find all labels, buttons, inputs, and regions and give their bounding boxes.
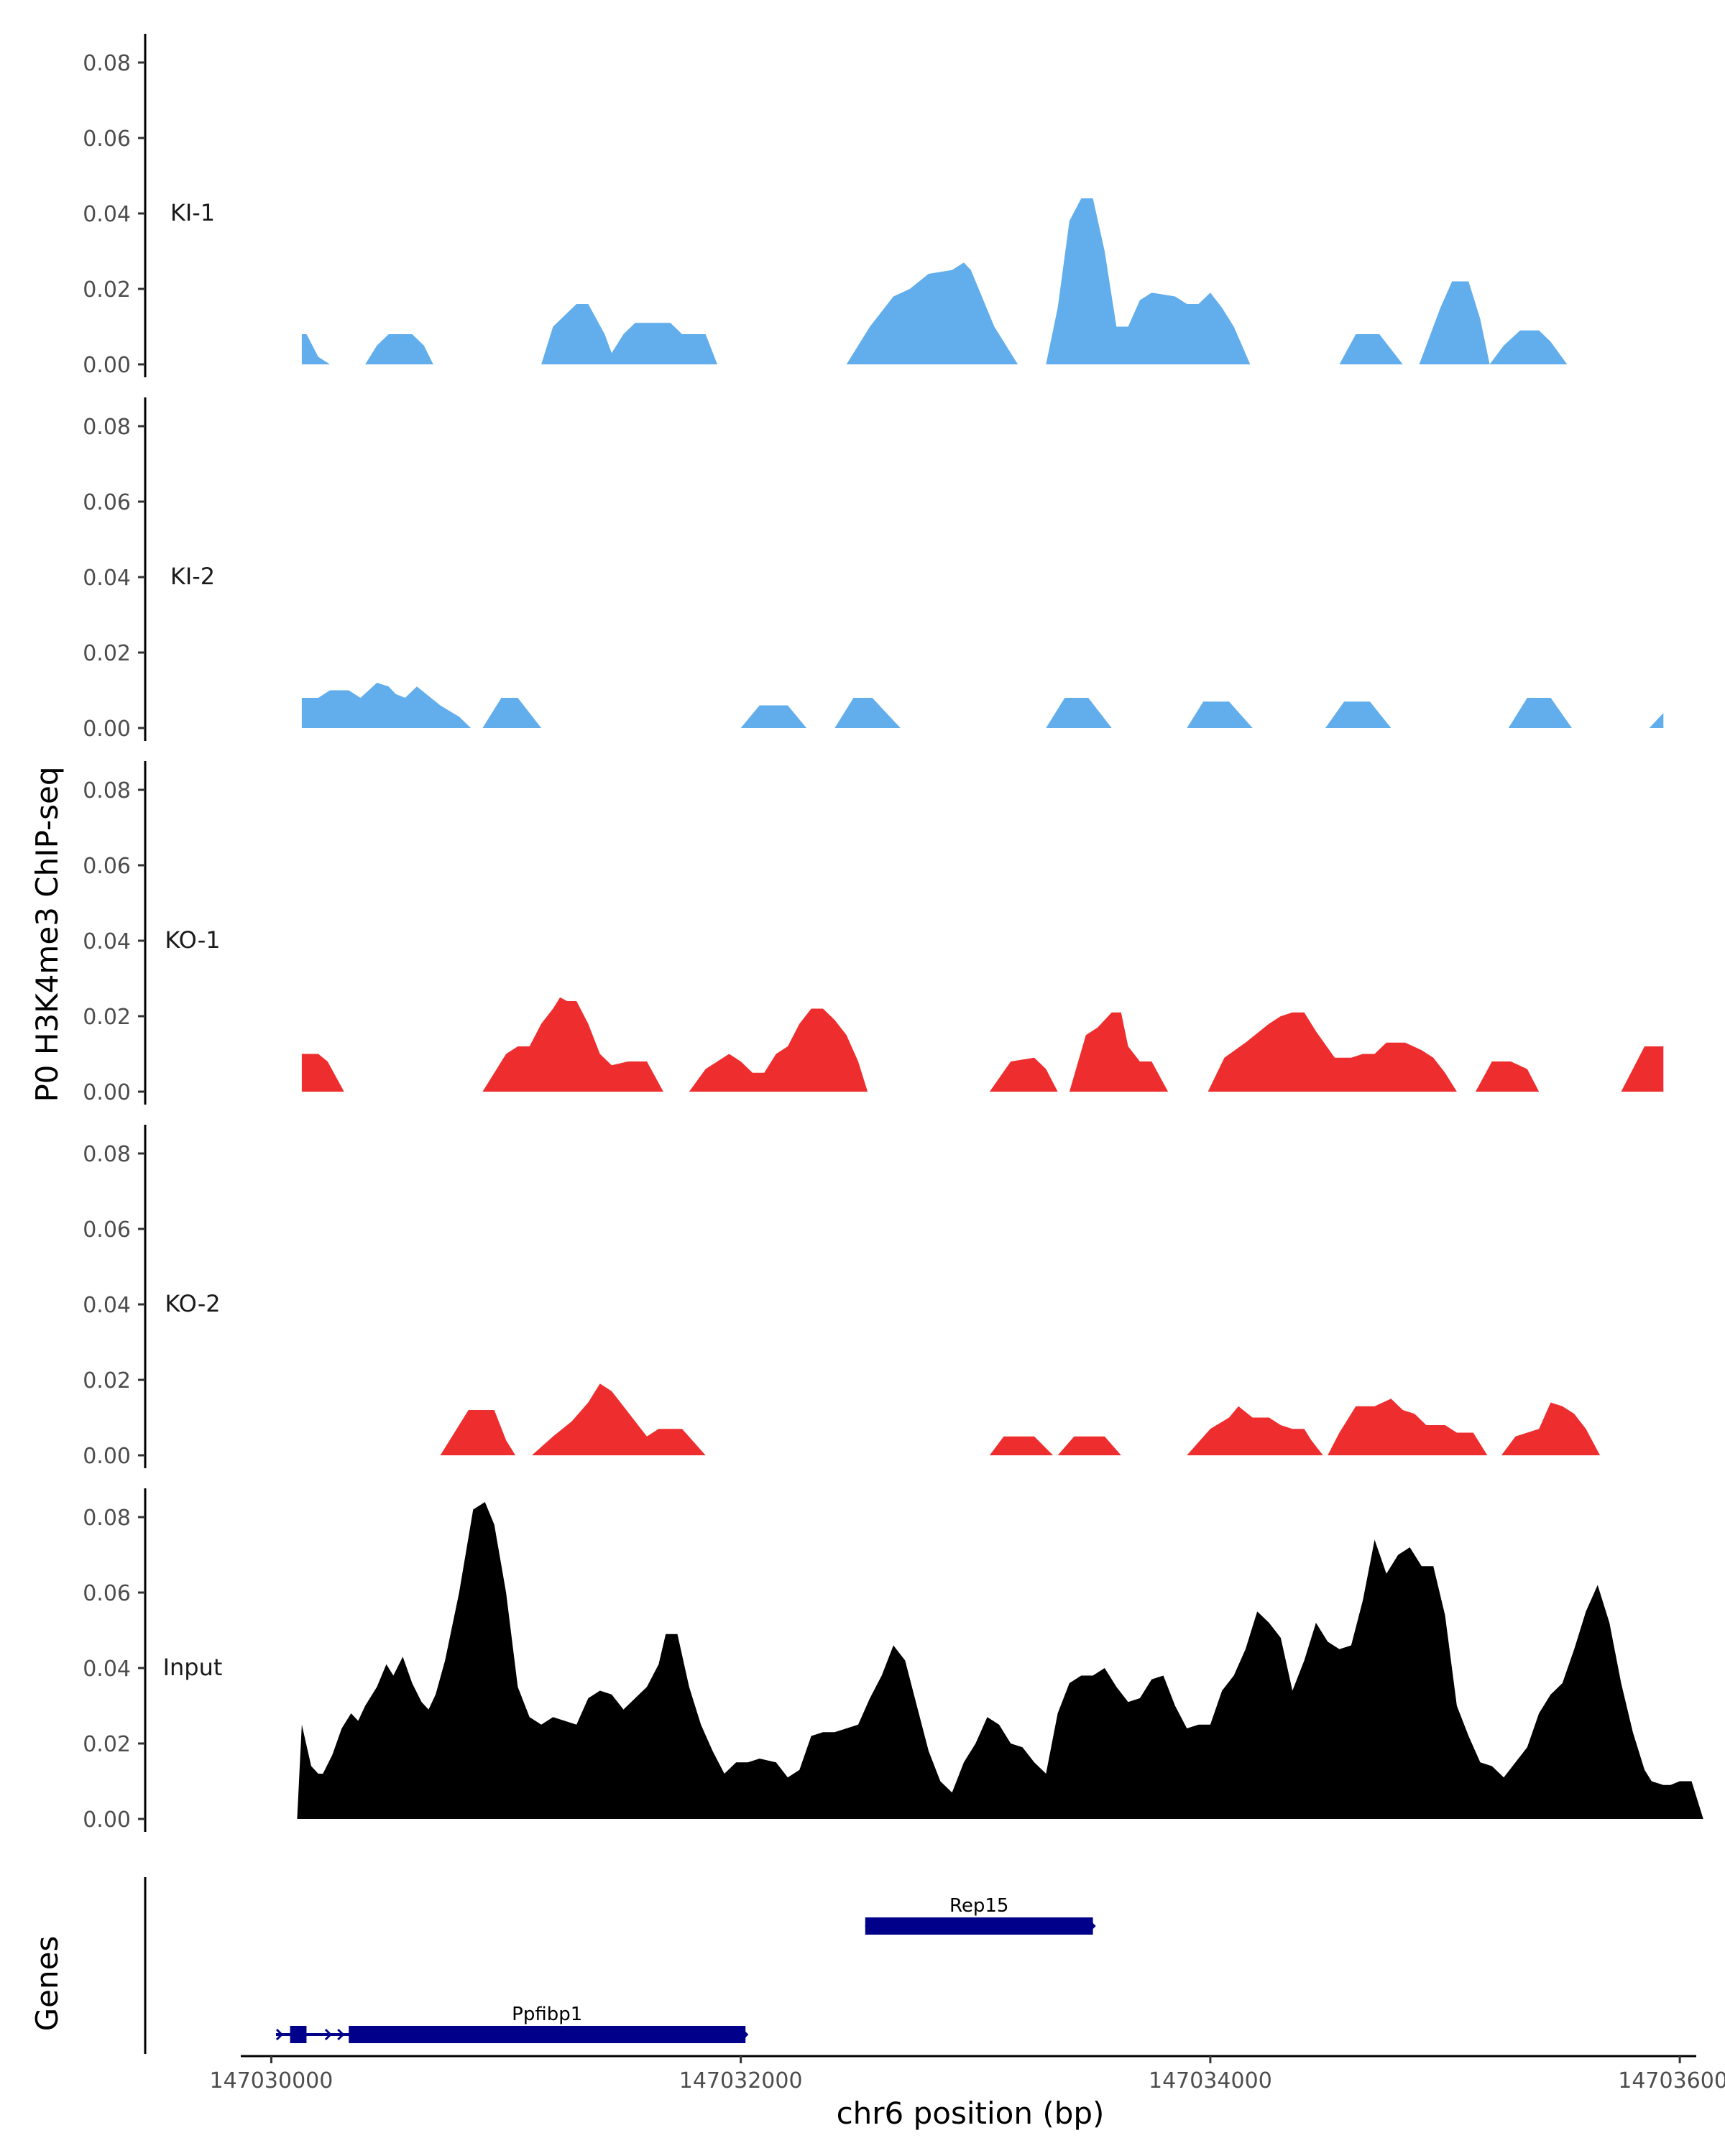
x-tick-label: 147030000 xyxy=(210,2068,334,2093)
y-tick-label: 0.04 xyxy=(83,566,131,591)
track-ki-2: 0.00 0.02 0.04 0.06 0.08 KI-2 xyxy=(83,397,1664,742)
y-tick-label: 0.08 xyxy=(83,415,131,440)
strand-arrow xyxy=(275,2028,284,2041)
y-tick-label: 0.00 xyxy=(83,1807,131,1833)
y-tick-label: 0.06 xyxy=(83,490,131,515)
strand-arrow xyxy=(337,2028,345,2041)
coverage-area xyxy=(440,1383,1601,1455)
track-input: 0.00 0.02 0.04 0.06 0.08 Input xyxy=(83,1488,1703,1833)
y-tick-label: 0.06 xyxy=(83,1217,131,1243)
y-tick-label: 0.08 xyxy=(83,1142,131,1167)
gene-label: Ppfibp1 xyxy=(512,2004,582,2025)
strand-arrow xyxy=(324,2028,332,2041)
coverage-area xyxy=(297,1502,1703,1819)
y-tick-label: 0.02 xyxy=(83,1368,131,1393)
coverage-area xyxy=(301,198,1568,364)
y-tick-label: 0.04 xyxy=(83,929,131,954)
track-ki-1: 0.00 0.02 0.04 0.06 0.08 KI-1 xyxy=(83,34,1568,378)
gene-exon xyxy=(865,1917,1093,1935)
y-tick-label: 0.04 xyxy=(83,1293,131,1318)
x-axis-title: chr6 position (bp) xyxy=(837,2096,1105,2131)
x-tick-label: 147036000 xyxy=(1618,2068,1725,2093)
y-tick-label: 0.04 xyxy=(83,202,131,227)
y-tick-label: 0.06 xyxy=(83,1581,131,1606)
coverage-area xyxy=(301,683,1664,728)
y-tick-label: 0.00 xyxy=(83,1444,131,1469)
track-label: KI-1 xyxy=(170,199,215,226)
gene-label: Rep15 xyxy=(949,1895,1008,1917)
tracks-group: 0.00 0.02 0.04 0.06 0.08 KI-1 0.00 0.02 0.04 0.06… xyxy=(83,34,1703,1833)
y-tick-label: 0.02 xyxy=(83,1005,131,1030)
y-tick-label: 0.04 xyxy=(83,1657,131,1682)
coverage-area xyxy=(301,997,1664,1092)
genes-panel: Rep15 Ppfibp1 xyxy=(144,1877,1096,2054)
y-tick-label: 0.02 xyxy=(83,1732,131,1757)
y-tick-label: 0.06 xyxy=(83,126,131,152)
y-tick-label: 0.08 xyxy=(83,778,131,803)
y-tick-label: 0.08 xyxy=(83,1506,131,1531)
y-tick-label: 0.00 xyxy=(83,1080,131,1105)
track-label: Input xyxy=(163,1654,223,1681)
genes-axis-title: Genes xyxy=(29,1936,65,2032)
gene-rep15: Rep15 xyxy=(865,1895,1096,1935)
track-ko-2: 0.00 0.02 0.04 0.06 0.08 KO-2 xyxy=(83,1125,1601,1469)
track-label: KO-2 xyxy=(165,1290,220,1317)
track-label: KI-2 xyxy=(170,563,215,590)
strand-arrow xyxy=(1088,1920,1096,1932)
x-axis: 147030000 147032000 147034000 147036000 xyxy=(210,2055,1725,2093)
y-tick-label: 0.06 xyxy=(83,854,131,879)
y-axis-title: P0 H3K4me3 ChIP-seq xyxy=(29,766,65,1102)
track-label: KO-1 xyxy=(165,926,220,954)
gene-exon xyxy=(290,2026,307,2043)
x-tick-label: 147032000 xyxy=(679,2068,803,2093)
x-tick-label: 147034000 xyxy=(1149,2068,1272,2093)
y-tick-label: 0.08 xyxy=(83,51,131,76)
strand-arrow xyxy=(741,2028,749,2041)
gene-ppfibp1: Ppfibp1 xyxy=(275,2004,749,2043)
y-tick-label: 0.02 xyxy=(83,641,131,666)
strand-arrow xyxy=(865,1920,873,1932)
gene-exon xyxy=(349,2026,746,2043)
y-tick-label: 0.00 xyxy=(83,353,131,378)
y-tick-label: 0.02 xyxy=(83,277,131,303)
track-ko-1: 0.00 0.02 0.04 0.06 0.08 KO-1 xyxy=(83,761,1664,1105)
y-tick-label: 0.00 xyxy=(83,717,131,742)
